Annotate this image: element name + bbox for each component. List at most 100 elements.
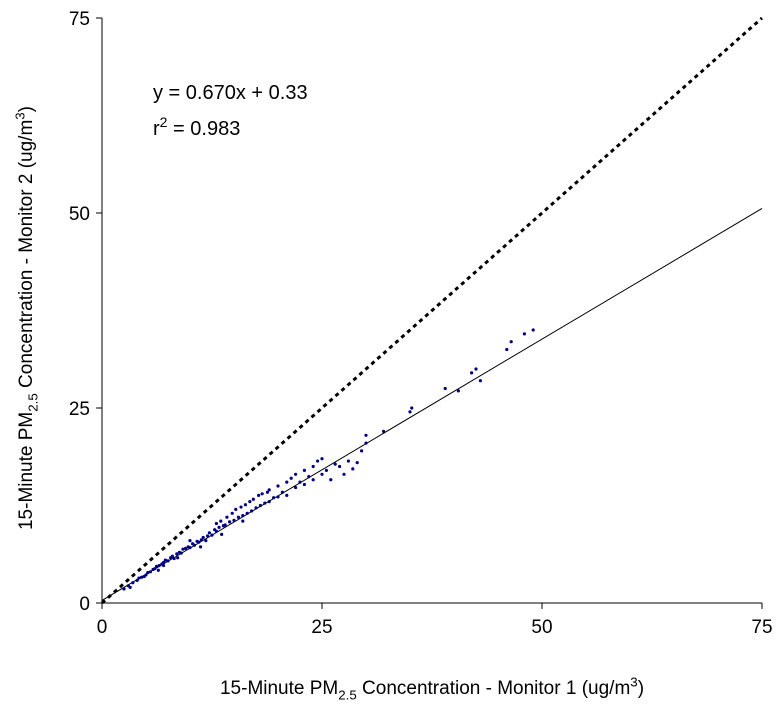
label-part: 15-Minute PM — [16, 412, 37, 530]
point — [154, 564, 159, 568]
point — [166, 559, 170, 563]
point — [214, 521, 218, 526]
point — [192, 543, 196, 547]
point — [188, 546, 192, 550]
label-part: 2.5 — [338, 688, 357, 703]
point — [408, 410, 412, 414]
point — [276, 484, 280, 488]
point — [254, 506, 258, 510]
point — [257, 493, 261, 497]
point — [251, 497, 255, 501]
point — [188, 539, 192, 543]
point — [338, 464, 342, 469]
point — [531, 328, 535, 332]
label-part: 3 — [12, 112, 27, 119]
y-tick-label: 0 — [79, 594, 90, 615]
point — [170, 554, 174, 558]
point — [220, 532, 224, 536]
y-tick-label: 75 — [69, 9, 90, 30]
label-part: Concentration - Monitor 2 (ug/m — [16, 120, 37, 394]
y-tick-label: 50 — [69, 204, 90, 225]
point — [351, 467, 355, 471]
x-tick-label: 50 — [531, 617, 552, 638]
point — [232, 518, 236, 522]
point — [175, 552, 179, 556]
point — [181, 547, 185, 551]
label-part: y = 0.670x + 0.33 — [153, 82, 308, 104]
point — [176, 556, 180, 560]
point — [162, 563, 166, 568]
point — [311, 464, 315, 469]
point — [135, 578, 139, 582]
point — [289, 476, 293, 480]
point — [311, 478, 315, 482]
label-part: = 0.983 — [167, 118, 240, 140]
point — [219, 519, 223, 523]
point — [294, 485, 298, 490]
point — [156, 568, 160, 572]
point — [294, 472, 298, 476]
point — [230, 511, 234, 515]
point — [522, 332, 527, 336]
point — [280, 490, 284, 494]
point — [241, 519, 245, 523]
point — [131, 581, 135, 585]
label-part: Concentration - Monitor 1 (ug/m — [357, 678, 631, 699]
point — [364, 441, 368, 445]
point — [223, 523, 227, 527]
point — [245, 511, 249, 515]
label-part: ) — [16, 106, 37, 112]
point — [474, 367, 478, 371]
point — [285, 480, 289, 484]
point — [214, 529, 218, 533]
label-part: 2.5 — [26, 393, 41, 412]
point — [324, 468, 328, 472]
y-tick-label: 25 — [69, 399, 90, 420]
point — [364, 433, 368, 437]
label-part: r — [153, 118, 160, 140]
x-tick-label: 25 — [311, 617, 332, 638]
label-part: ) — [638, 678, 644, 699]
point — [201, 535, 205, 540]
point — [225, 515, 229, 519]
point — [267, 488, 271, 492]
point — [260, 492, 264, 496]
point — [267, 500, 271, 504]
fit-line — [101, 208, 763, 601]
point — [302, 468, 306, 472]
point — [355, 461, 359, 465]
point — [207, 531, 211, 535]
point — [509, 340, 513, 344]
point — [410, 406, 414, 410]
point — [228, 520, 232, 524]
point — [505, 347, 509, 352]
point — [199, 538, 204, 542]
point — [198, 545, 203, 549]
label-part: 15-Minute PM — [220, 678, 338, 699]
point — [272, 496, 276, 500]
x-axis-label: 15-Minute PM2.5 Concentration - Monitor … — [220, 674, 644, 702]
point — [307, 475, 311, 479]
point — [142, 574, 146, 579]
point — [146, 570, 150, 575]
annotation: r2 = 0.983 — [153, 114, 240, 140]
point — [197, 540, 201, 544]
point — [456, 389, 460, 393]
point — [478, 379, 482, 383]
point — [320, 457, 324, 461]
point — [137, 576, 141, 580]
point — [243, 503, 248, 507]
point — [162, 560, 166, 565]
point — [276, 495, 280, 499]
point — [184, 546, 188, 551]
identity-line — [101, 16, 763, 605]
point — [179, 551, 183, 555]
point — [148, 570, 152, 574]
point — [302, 482, 306, 487]
y-axis-label: 15-Minute PM2.5 Concentration - Monitor … — [12, 106, 40, 530]
point — [258, 503, 262, 508]
point — [250, 509, 254, 513]
label-part: 2 — [160, 114, 168, 130]
